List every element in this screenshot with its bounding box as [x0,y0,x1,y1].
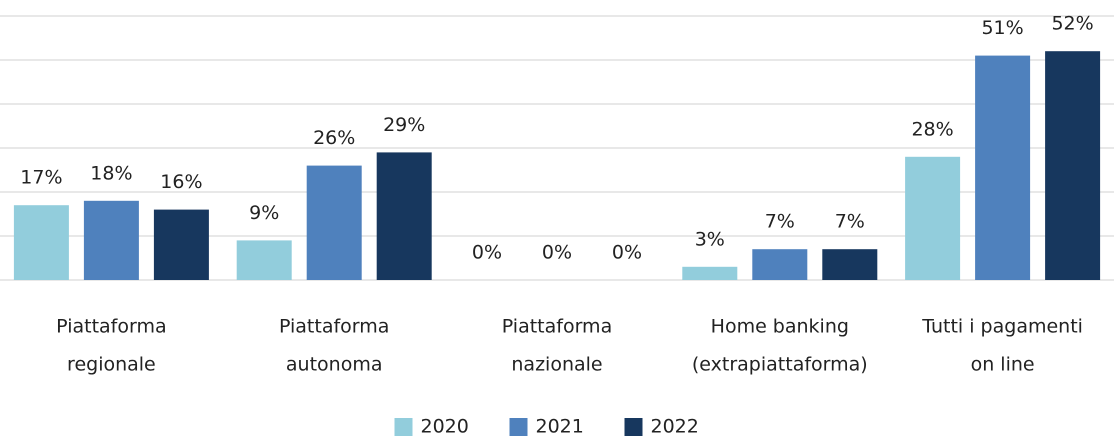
data-label: 18% [90,162,132,184]
x-tick-label: Home banking [711,316,849,338]
bar [83,200,139,280]
legend-label: 2021 [536,416,584,438]
data-label: 16% [160,171,202,193]
data-label: 51% [981,17,1023,39]
data-label: 7% [765,211,795,233]
legend-swatch [394,418,413,436]
bar [236,240,292,280]
data-label: 7% [835,211,865,233]
bar [153,209,209,280]
bar [905,156,961,280]
x-tick-label: nazionale [511,354,602,376]
bar [1045,51,1101,281]
legend-swatch [624,418,643,436]
x-tick-label: Tutti i pagamenti [921,316,1083,338]
data-label: 3% [695,228,725,250]
x-tick-label: Piattaforma [502,316,612,338]
data-label: 52% [1051,13,1093,35]
bar [682,266,738,280]
legend-swatch [509,418,528,436]
data-label: 26% [313,127,355,149]
data-label: 29% [383,114,425,136]
data-label: 17% [20,167,62,189]
legend-label: 2022 [651,416,699,438]
bar [376,152,432,280]
x-tick-label: Piattaforma [279,316,389,338]
bar [975,55,1031,280]
bar [13,205,69,280]
legend-label: 2020 [421,416,469,438]
data-label: 28% [911,118,953,140]
data-label: 9% [249,202,279,224]
x-tick-label: on line [971,354,1035,376]
x-tick-label: autonoma [286,354,383,376]
x-tick-label: (extrapiattaforma) [692,354,868,376]
data-label: 0% [472,242,502,264]
x-tick-label: regionale [67,354,156,376]
bar [822,249,878,280]
bar [306,165,362,280]
x-tick-label: Piattaforma [56,316,166,338]
bar [752,249,808,280]
data-label: 0% [542,242,572,264]
data-label: 0% [612,242,642,264]
